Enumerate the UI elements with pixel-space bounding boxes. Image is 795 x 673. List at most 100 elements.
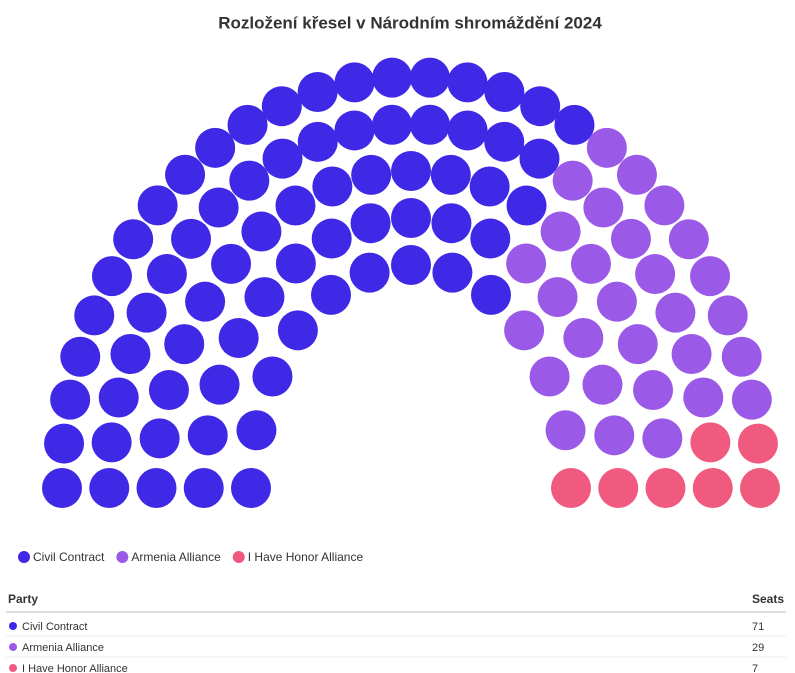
seat <box>164 324 205 365</box>
seat <box>146 254 187 295</box>
seat <box>635 254 676 295</box>
seat <box>42 468 82 508</box>
seat <box>409 104 450 145</box>
seat <box>218 317 259 358</box>
seat <box>139 418 180 459</box>
seat <box>617 324 658 365</box>
seat <box>334 110 375 151</box>
seat <box>642 418 683 459</box>
seat <box>721 336 762 377</box>
seat <box>89 468 130 508</box>
seat <box>506 243 547 284</box>
seat <box>430 154 471 195</box>
seat <box>690 256 731 297</box>
seat <box>520 86 561 127</box>
seat <box>583 187 624 228</box>
seat <box>570 243 611 284</box>
seat <box>350 203 391 244</box>
table-header: Party <box>8 592 38 606</box>
seat <box>126 292 167 333</box>
table-party: Armenia Alliance <box>22 642 104 654</box>
seat <box>227 104 268 145</box>
seat <box>582 364 623 405</box>
seat <box>199 364 240 405</box>
seat <box>668 219 709 260</box>
seat <box>690 422 731 463</box>
seat <box>312 166 353 207</box>
seat <box>633 370 674 411</box>
seat <box>275 185 316 226</box>
seat <box>137 185 178 226</box>
seat <box>113 219 154 260</box>
seat <box>185 281 226 322</box>
seat <box>44 423 85 464</box>
table-seats: 7 <box>752 663 758 673</box>
seat <box>261 86 302 127</box>
seat <box>241 211 282 252</box>
seat <box>610 218 651 259</box>
seat <box>471 274 511 315</box>
seat <box>737 423 778 464</box>
seat <box>148 370 189 411</box>
table-swatch <box>9 664 17 672</box>
seat <box>372 57 413 98</box>
seat <box>447 110 488 151</box>
seat <box>198 187 239 228</box>
seat <box>484 121 525 162</box>
seat <box>334 62 375 103</box>
seat <box>297 121 338 162</box>
seat <box>484 71 525 112</box>
seat <box>297 71 338 112</box>
seat <box>171 218 212 259</box>
seat <box>391 198 431 238</box>
seat <box>432 252 473 293</box>
seat <box>136 468 177 508</box>
seat <box>552 160 593 201</box>
seat <box>594 415 635 456</box>
legend-label: Civil Contract <box>33 550 105 564</box>
table-header: Seats <box>752 592 784 606</box>
legend-swatch <box>232 551 245 563</box>
seat <box>545 410 586 451</box>
seat <box>519 138 560 179</box>
seat <box>91 256 132 297</box>
seat <box>598 468 639 508</box>
seat <box>563 317 604 358</box>
seat <box>409 57 450 98</box>
legend-label: I Have Honor Alliance <box>248 550 364 564</box>
seat <box>244 277 285 318</box>
seat <box>469 166 510 207</box>
seat <box>277 310 318 351</box>
seat <box>311 218 352 259</box>
seat <box>616 154 657 195</box>
table-party: Civil Contract <box>22 621 87 633</box>
legend-swatch <box>116 551 129 563</box>
seat <box>683 377 724 418</box>
seat <box>586 127 627 168</box>
seat <box>252 356 293 397</box>
seat <box>740 468 780 508</box>
seat <box>195 127 236 168</box>
seat <box>731 379 772 420</box>
seat <box>275 243 316 284</box>
seat <box>211 243 252 284</box>
seat <box>692 468 733 508</box>
seat <box>229 160 270 201</box>
chart-title: Rozložení křesel v Národním shromáždění … <box>218 13 602 32</box>
legend-label: Armenia Alliance <box>131 550 221 564</box>
seat <box>431 203 472 244</box>
table-party: I Have Honor Alliance <box>22 663 128 673</box>
seat <box>540 211 581 252</box>
seat <box>707 295 748 336</box>
seat <box>391 151 431 191</box>
seat <box>236 410 277 451</box>
seat <box>349 252 390 293</box>
seat <box>644 185 685 226</box>
seat <box>506 185 547 226</box>
seat <box>98 377 139 418</box>
seat <box>554 104 595 145</box>
seat <box>391 245 431 285</box>
seat <box>231 468 271 508</box>
seat <box>372 104 413 145</box>
